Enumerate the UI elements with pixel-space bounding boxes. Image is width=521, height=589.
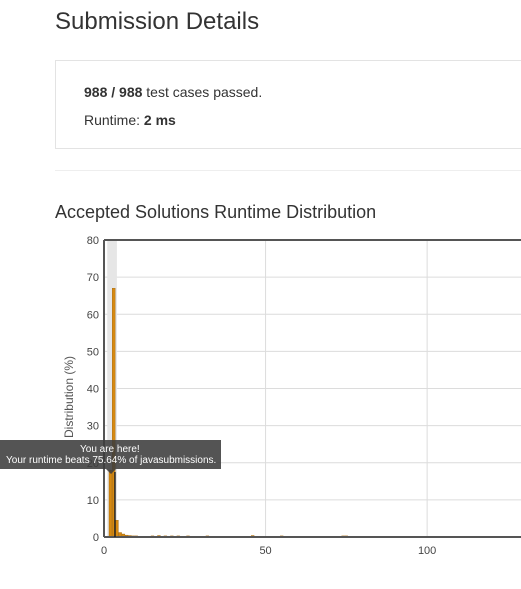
- y-tick-label: 0: [93, 532, 99, 544]
- runtime-tooltip: You are here! Your runtime beats 75.64% …: [0, 440, 221, 469]
- distribution-bar: [115, 520, 119, 538]
- page-title: Submission Details: [55, 8, 260, 35]
- chart-axes: [103, 239, 521, 538]
- tooltip-arrow-icon: [106, 469, 116, 474]
- tooltip-heading: You are here!: [80, 444, 140, 455]
- tooltip-message: Your runtime beats 75.64% of javasubmiss…: [6, 455, 217, 466]
- test-cases-row: 988 / 988 test cases passed.: [84, 83, 262, 101]
- y-tick-label: 60: [87, 309, 99, 321]
- test-cases-count: 988 / 988: [84, 84, 143, 100]
- y-tick-label: 40: [87, 384, 99, 396]
- chart-grid: [103, 239, 521, 538]
- y-tick-label: 70: [87, 272, 99, 284]
- runtime-row: Runtime: 2 ms: [84, 111, 176, 129]
- test-cases-label: test cases passed.: [142, 84, 263, 100]
- x-tick-label: 0: [101, 545, 107, 557]
- y-tick-label: 80: [87, 235, 99, 247]
- runtime-label: Runtime:: [84, 112, 144, 128]
- y-tick-label: 30: [87, 421, 99, 433]
- section-divider: [55, 170, 521, 171]
- runtime-value: 2 ms: [143, 112, 176, 128]
- y-tick-label: 10: [87, 495, 99, 507]
- distribution-bar: [108, 469, 113, 538]
- submission-details-panel: 988 / 988 test cases passed. Runtime: 2 …: [55, 60, 521, 149]
- chart-tick-labels: 01020304050607080050100150: [87, 235, 437, 557]
- section-title: Accepted Solutions Runtime Distribution: [55, 202, 377, 222]
- x-tick-label: 50: [259, 545, 271, 557]
- y-axis-label: Distribution (%): [62, 356, 76, 438]
- x-tick-label: 100: [418, 545, 436, 557]
- y-tick-label: 50: [87, 346, 99, 358]
